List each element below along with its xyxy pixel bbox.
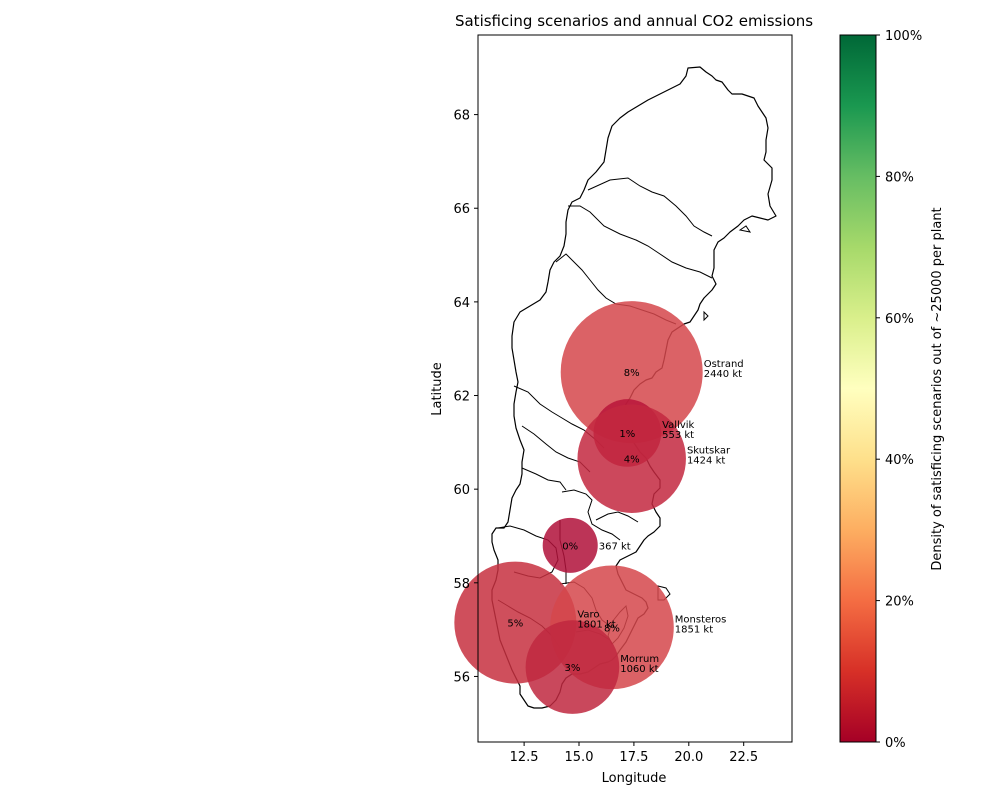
x-tick-label: 12.5 bbox=[510, 750, 539, 765]
x-tick-label: 15.0 bbox=[565, 750, 594, 765]
x-tick-label: 22.5 bbox=[729, 750, 758, 765]
chart-title: Satisficing scenarios and annual CO2 emi… bbox=[455, 12, 813, 30]
x-tick-label: 17.5 bbox=[619, 750, 648, 765]
y-tick-label: 66 bbox=[453, 202, 470, 217]
plot-frame bbox=[477, 34, 793, 743]
emissions-label: 1851 kt bbox=[675, 624, 713, 635]
y-tick-label: 58 bbox=[453, 577, 470, 592]
colorbar-tick-label: 100% bbox=[885, 29, 922, 44]
emissions-label: 1424 kt bbox=[687, 456, 725, 467]
x-axis-label: Longitude bbox=[602, 771, 667, 786]
y-axis-label: Latitude bbox=[430, 362, 445, 416]
plant-marker bbox=[542, 517, 598, 573]
colorbar-tick-label: 40% bbox=[885, 453, 914, 468]
plant-name-label: Ostrand bbox=[704, 359, 744, 370]
colorbar-tick-label: 80% bbox=[885, 170, 914, 185]
emissions-label: 2440 kt bbox=[704, 369, 742, 380]
plant-marker bbox=[577, 404, 686, 513]
emissions-label: 1801 kt bbox=[577, 620, 615, 631]
colorbar-tick-label: 60% bbox=[885, 312, 914, 327]
colorbar-label: Density of satisficing scenarios out of … bbox=[930, 207, 945, 570]
emissions-label: 553 kt bbox=[662, 430, 694, 441]
plant-marker bbox=[525, 620, 620, 714]
colorbar-ticks: 0% 20% 40% 60% 80% 100% bbox=[876, 29, 922, 751]
density-label: 8% bbox=[604, 623, 620, 634]
plant-marker bbox=[560, 301, 703, 444]
colorbar-tick-label: 20% bbox=[885, 595, 914, 610]
y-axis: 56 58 60 62 64 66 68 bbox=[453, 109, 478, 685]
emissions-label: 367 kt bbox=[599, 541, 631, 552]
y-tick-label: 56 bbox=[453, 670, 470, 685]
density-label: 4% bbox=[624, 455, 640, 466]
y-tick-label: 60 bbox=[453, 483, 470, 498]
plant-name-label: Varo bbox=[577, 610, 599, 621]
density-label: 3% bbox=[564, 663, 580, 674]
density-label: 5% bbox=[507, 619, 523, 630]
plant-name-label: Morrum bbox=[620, 654, 659, 665]
x-tick-label: 20.0 bbox=[674, 750, 703, 765]
plant-name-label: Monsteros bbox=[675, 614, 727, 625]
emissions-label: 1060 kt bbox=[620, 664, 658, 675]
plant-name-label: Skutskar bbox=[687, 446, 731, 457]
y-tick-label: 62 bbox=[453, 390, 470, 405]
colorbar-tick-label: 0% bbox=[885, 736, 906, 751]
x-axis: 12.5 15.0 17.5 20.0 22.5 bbox=[510, 742, 758, 765]
y-tick-label: 64 bbox=[453, 296, 470, 311]
plant-markers bbox=[454, 301, 703, 714]
density-label: 1% bbox=[619, 429, 635, 440]
y-tick-label: 68 bbox=[453, 109, 470, 124]
plant-name-label: Vallvik bbox=[662, 420, 694, 431]
colorbar bbox=[839, 34, 877, 743]
density-label: 0% bbox=[562, 541, 578, 552]
density-label: 8% bbox=[624, 368, 640, 379]
